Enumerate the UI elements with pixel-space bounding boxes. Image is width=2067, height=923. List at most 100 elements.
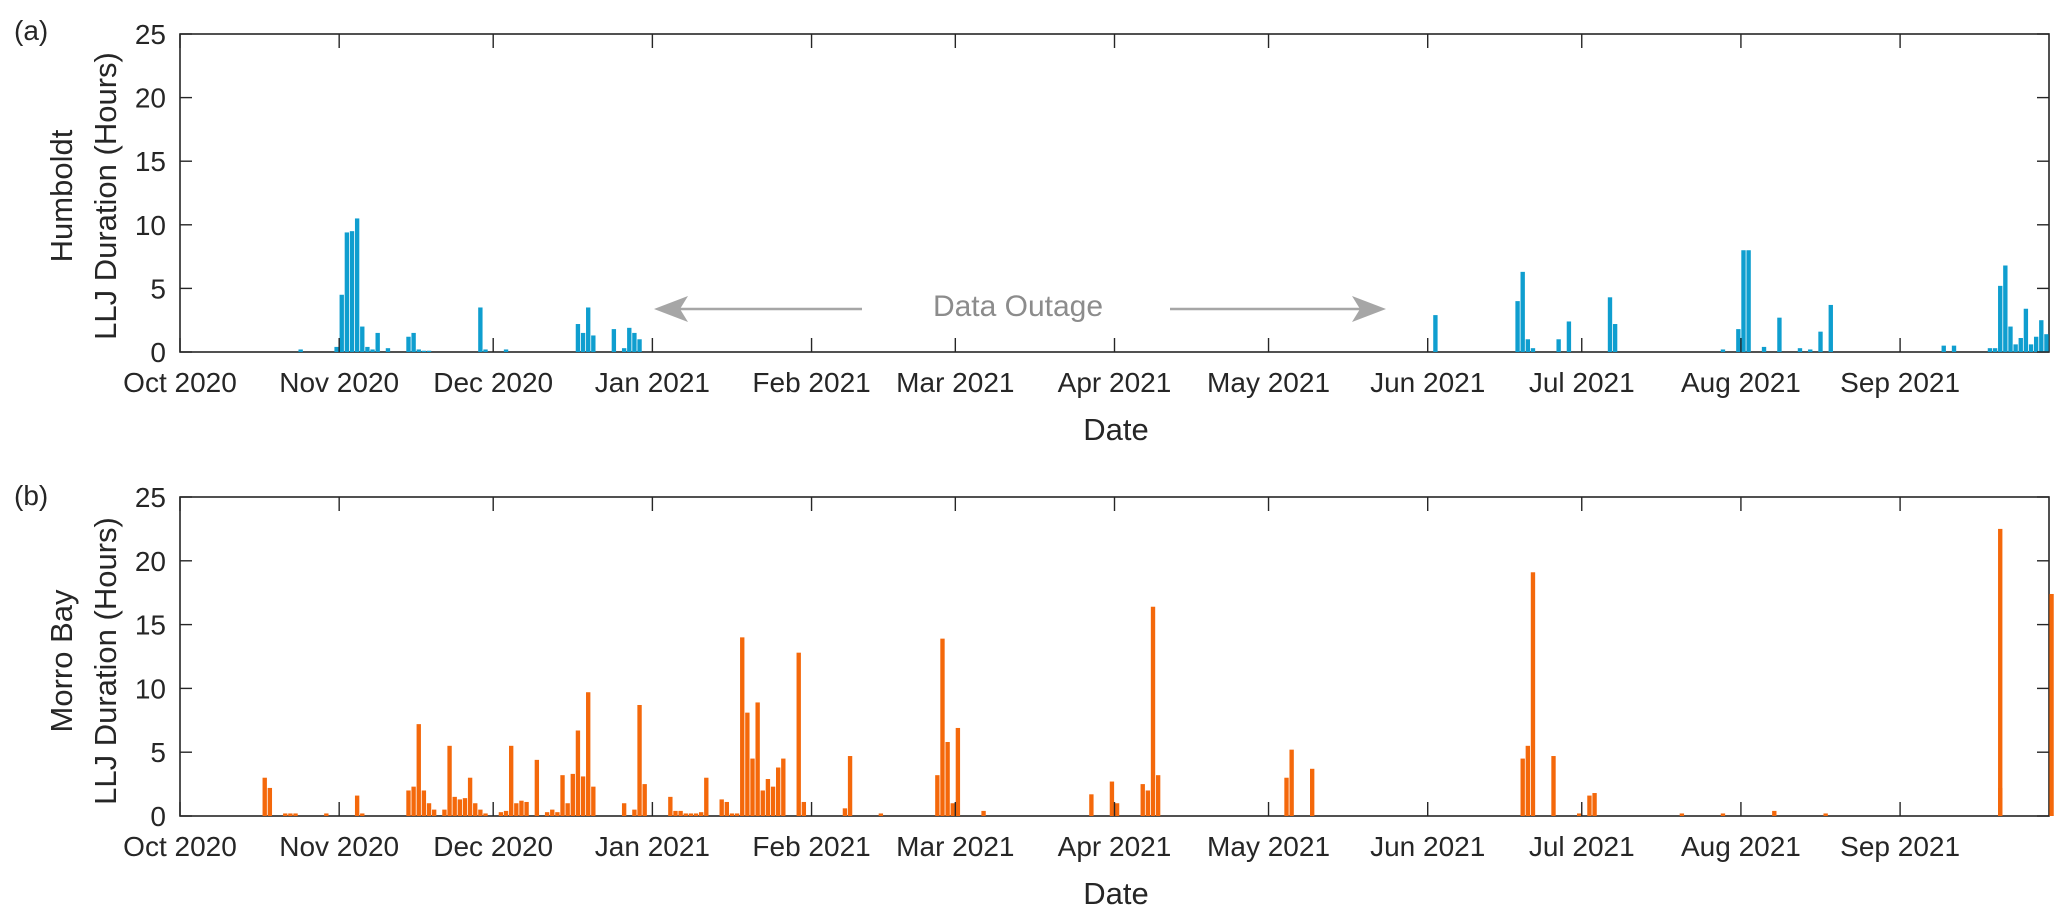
x-tick-label: Jun 2021: [1370, 367, 1485, 398]
bar: [632, 809, 637, 816]
bar: [1797, 348, 1803, 352]
bar: [591, 335, 596, 352]
bar: [478, 809, 483, 816]
x-tick-label: Jan 2021: [595, 831, 710, 862]
y-axis-label-b-line2: LLJ Duration (Hours): [88, 517, 123, 805]
x-tick-label: Apr 2021: [1058, 367, 1172, 398]
bar: [760, 790, 765, 816]
data-outage-label: Data Outage: [933, 290, 1103, 323]
x-tick-label: Apr 2021: [1058, 831, 1172, 862]
bar: [1525, 339, 1531, 352]
bar: [586, 692, 591, 816]
bar: [1587, 795, 1592, 816]
bar: [580, 776, 586, 816]
bar: [2013, 344, 2018, 352]
bar: [570, 773, 575, 816]
panel-b-morro-bay: (b) 0 5 10 15 20 25 Oct 2020 Nov 2020 Dec 2020 Ja…: [14, 480, 2054, 911]
panel-label-a: (a): [14, 15, 48, 46]
bar: [1530, 348, 1536, 352]
bar: [642, 784, 647, 816]
arrow-left-head-icon: [654, 296, 688, 322]
bar: [1155, 775, 1161, 816]
bar: [801, 801, 807, 816]
bar: [1941, 345, 1946, 352]
bar: [406, 336, 411, 352]
bar: [729, 813, 735, 816]
axes-box-b: [179, 496, 2050, 817]
bar: [288, 813, 293, 816]
bar: [945, 741, 950, 816]
bar: [1150, 606, 1156, 816]
bar: [283, 813, 288, 816]
bar: [693, 813, 699, 816]
bar: [447, 745, 452, 816]
x-tick-label: Feb 2021: [752, 367, 870, 398]
bar: [673, 810, 678, 816]
data-outage-annotation: Data Outage: [654, 290, 1386, 323]
bar: [2028, 344, 2034, 352]
bar: [550, 809, 555, 816]
bar: [375, 332, 380, 352]
bar: [950, 803, 955, 816]
y-tick-label: 15: [135, 146, 166, 177]
bar: [1987, 348, 1993, 352]
bar: [457, 799, 463, 816]
bar: [1515, 301, 1520, 352]
x-tick-label: Oct 2020: [123, 831, 237, 862]
bar: [1777, 317, 1782, 352]
y-axis-label-b-line1: Morro Bay: [44, 589, 79, 732]
y-axis-label-a-line2: LLJ Duration (Hours): [88, 52, 123, 340]
bar: [1828, 304, 1833, 352]
x-tick-label: Aug 2021: [1681, 831, 1801, 862]
bar: [745, 712, 750, 816]
bar: [683, 813, 688, 816]
bar: [2039, 320, 2044, 352]
bar: [349, 231, 355, 352]
bar: [473, 803, 478, 816]
bar: [1140, 784, 1145, 816]
x-tick-label: Feb 2021: [752, 831, 870, 862]
y-tick-label: 20: [135, 546, 166, 577]
bar: [452, 796, 457, 816]
bars-a: [298, 218, 2049, 352]
bar: [1109, 781, 1115, 816]
bar: [591, 786, 596, 816]
bar: [740, 637, 745, 816]
bar: [431, 809, 437, 816]
x-tick-label: May 2021: [1207, 831, 1330, 862]
bar: [637, 704, 642, 816]
bar: [781, 758, 786, 816]
x-tick-label: Aug 2021: [1681, 367, 1801, 398]
bar: [955, 727, 961, 816]
axes-a: [179, 33, 2050, 353]
bar: [324, 813, 329, 816]
bar: [724, 801, 730, 816]
bar: [981, 810, 986, 816]
bar: [509, 745, 514, 816]
bar: [483, 813, 488, 816]
bar: [519, 800, 524, 816]
bar: [1592, 793, 1597, 816]
y-tick-label: 5: [150, 273, 166, 304]
bar: [503, 349, 509, 352]
bar: [668, 796, 673, 816]
bar: [1551, 756, 1556, 816]
bar: [1720, 349, 1726, 352]
bar: [1607, 297, 1613, 352]
bar: [514, 803, 519, 816]
bar: [426, 803, 432, 816]
bar: [1998, 285, 2003, 352]
bar: [483, 349, 488, 352]
bar: [298, 349, 303, 352]
bar: [755, 702, 760, 816]
bar: [416, 349, 421, 352]
bar: [842, 808, 848, 816]
x-tick-label: Oct 2020: [123, 367, 237, 398]
bar: [586, 307, 591, 352]
bar: [776, 767, 781, 816]
bar: [1145, 790, 1151, 816]
bars-b: [262, 528, 2054, 816]
bar: [940, 638, 945, 816]
bar: [770, 786, 776, 816]
